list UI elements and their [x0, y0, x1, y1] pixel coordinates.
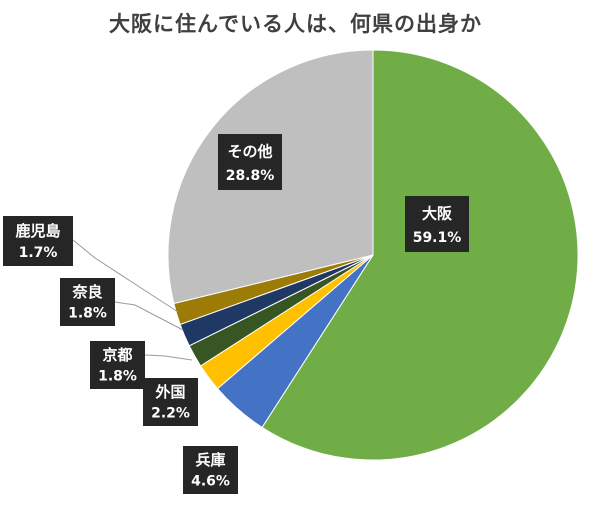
data-label-value-4: 1.8% [68, 305, 107, 321]
data-label-value-1: 4.6% [191, 473, 230, 489]
leader-line-4 [114, 301, 184, 331]
data-label-3: 京都 1.8% [90, 341, 145, 389]
data-label-category-4: 奈良 [71, 283, 102, 301]
data-label-box-0 [405, 196, 469, 252]
pie-slice-0 [261, 49, 579, 461]
data-label-2: 外国 2.2% [143, 378, 198, 426]
data-label-value-0: 59.1% [413, 230, 462, 246]
data-label-box-3 [90, 341, 145, 389]
data-label-category-6: その他 [227, 142, 272, 160]
leader-line-5 [72, 239, 179, 313]
data-label-value-3: 1.8% [98, 368, 137, 384]
data-label-box-1 [183, 446, 238, 494]
data-label-value-6: 28.8% [226, 168, 275, 184]
data-label-1: 兵庫 4.6% [183, 446, 238, 494]
data-label-box-4 [60, 278, 115, 326]
data-label-0: 大阪 59.1% [405, 196, 469, 252]
leader-line-3 [144, 354, 193, 361]
data-label-box-5 [3, 216, 73, 266]
data-label-4: 奈良 1.8% [60, 278, 115, 326]
data-label-5: 鹿児島 1.7% [3, 216, 73, 266]
data-label-category-5: 鹿児島 [15, 222, 60, 240]
chart-title: 大阪に住んでいる人は、何県の出身か [109, 12, 482, 36]
data-label-box-2 [143, 378, 198, 426]
data-label-box-6 [218, 134, 282, 190]
data-label-category-0: 大阪 [422, 204, 453, 222]
data-label-category-2: 外国 [154, 383, 185, 401]
data-label-value-2: 2.2% [151, 405, 190, 421]
data-label-category-3: 京都 [102, 346, 132, 364]
data-label-6: その他 28.8% [218, 134, 282, 190]
data-label-value-5: 1.7% [19, 245, 58, 261]
data-label-category-1: 兵庫 [195, 451, 225, 469]
